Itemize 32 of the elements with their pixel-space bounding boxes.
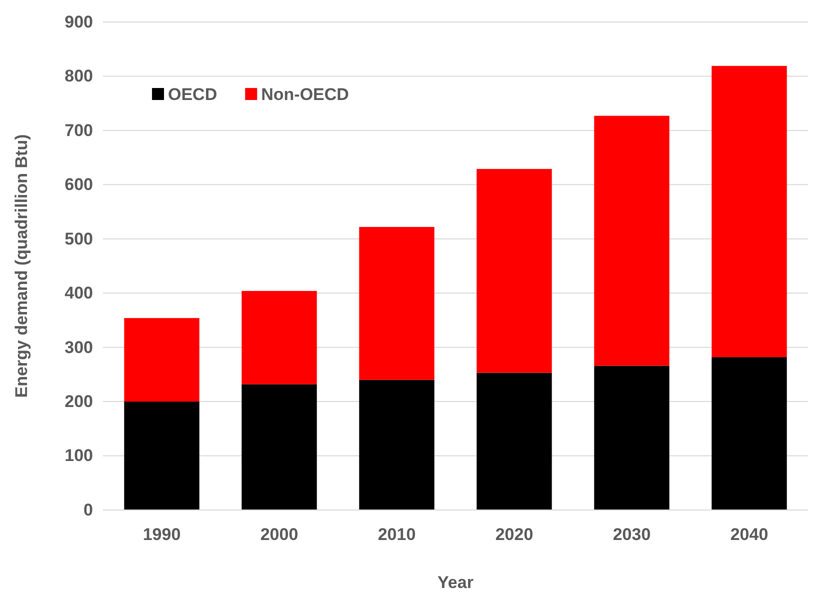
y-tick-label: 200 <box>64 392 93 411</box>
bar <box>124 402 200 510</box>
x-axis-title: Year <box>438 573 474 592</box>
y-tick-label: 0 <box>84 500 93 520</box>
y-tick-label: 300 <box>64 338 93 357</box>
bar <box>124 318 200 402</box>
legend-label: OECD <box>168 85 218 104</box>
y-tick-label: 900 <box>64 12 93 32</box>
y-tick-label: 800 <box>64 66 93 86</box>
x-tick-label: 2040 <box>730 525 768 544</box>
bar <box>242 384 317 510</box>
x-tick-label: 2020 <box>495 525 534 544</box>
bar <box>242 290 317 384</box>
y-tick-label: 600 <box>64 175 93 194</box>
x-tick-label: 1990 <box>142 525 181 544</box>
y-tick-label: 700 <box>64 120 93 140</box>
bar <box>712 66 787 358</box>
bar <box>594 116 670 366</box>
x-tick-label: 2000 <box>260 525 298 544</box>
bar <box>359 380 434 510</box>
bar <box>594 366 670 510</box>
y-tick-label: 500 <box>64 229 93 248</box>
bar <box>359 226 434 380</box>
y-axis-title: Energy demand (quadrillion Btu) <box>12 134 31 398</box>
legend-label: Non-OECD <box>261 85 349 104</box>
bar <box>712 357 787 510</box>
bar <box>476 168 552 373</box>
x-tick-label: 2030 <box>612 525 651 544</box>
y-tick-label: 100 <box>64 446 93 466</box>
y-tick-label: 400 <box>64 284 93 303</box>
bar <box>476 372 552 510</box>
x-tick-label: 2010 <box>378 525 416 544</box>
